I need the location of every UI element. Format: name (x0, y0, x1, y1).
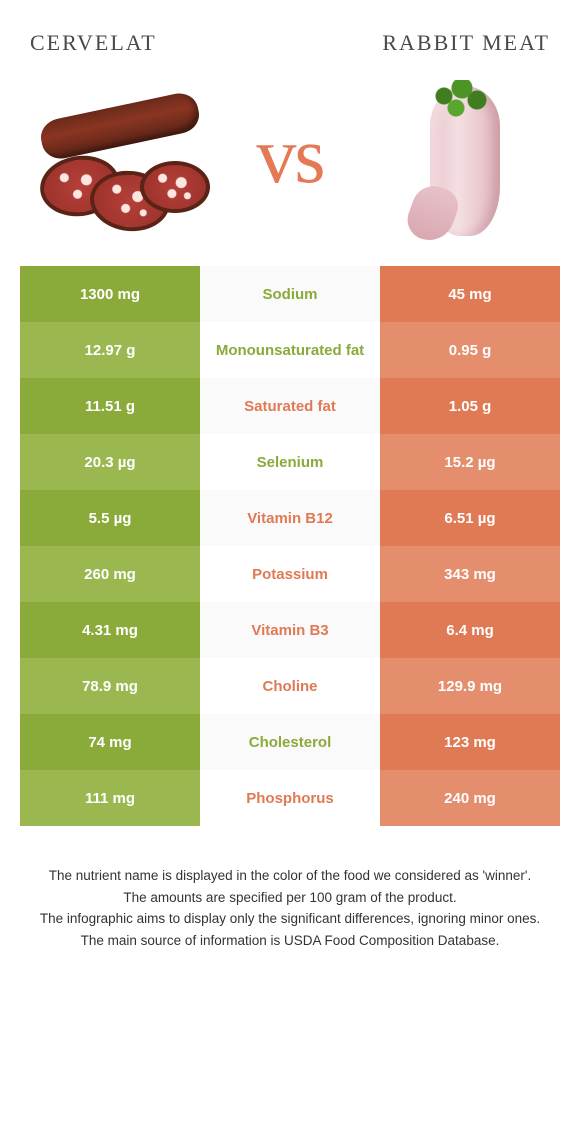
table-row: 260 mgPotassium343 mg (20, 546, 560, 602)
left-value: 260 mg (20, 546, 200, 602)
left-value: 5.5 µg (20, 490, 200, 546)
nutrient-name: Selenium (200, 434, 380, 490)
comparison-infographic: Cervelat Rabbit meat vs 1300 mgSodium45 … (0, 0, 580, 982)
left-value: 111 mg (20, 770, 200, 826)
right-food-title: Rabbit meat (382, 30, 550, 56)
table-row: 12.97 gMonounsaturated fat0.95 g (20, 322, 560, 378)
table-row: 111 mgPhosphorus240 mg (20, 770, 560, 826)
table-row: 4.31 mgVitamin B36.4 mg (20, 602, 560, 658)
title-row: Cervelat Rabbit meat (20, 20, 560, 76)
right-value: 240 mg (380, 770, 560, 826)
nutrient-name: Vitamin B12 (200, 490, 380, 546)
right-value: 1.05 g (380, 378, 560, 434)
footnote-line: The infographic aims to display only the… (20, 909, 560, 929)
left-value: 78.9 mg (20, 658, 200, 714)
table-row: 78.9 mgCholine129.9 mg (20, 658, 560, 714)
table-row: 11.51 gSaturated fat1.05 g (20, 378, 560, 434)
right-value: 129.9 mg (380, 658, 560, 714)
cervelat-illustration (30, 76, 210, 236)
right-value: 0.95 g (380, 322, 560, 378)
right-value: 123 mg (380, 714, 560, 770)
left-value: 74 mg (20, 714, 200, 770)
nutrient-name: Monounsaturated fat (200, 322, 380, 378)
left-value: 1300 mg (20, 266, 200, 322)
table-row: 5.5 µgVitamin B126.51 µg (20, 490, 560, 546)
nutrient-table: 1300 mgSodium45 mg12.97 gMonounsaturated… (20, 266, 560, 826)
nutrient-name: Phosphorus (200, 770, 380, 826)
nutrient-name: Cholesterol (200, 714, 380, 770)
vs-label: vs (256, 111, 323, 202)
footnote-line: The main source of information is USDA F… (20, 931, 560, 951)
table-row: 20.3 µgSelenium15.2 µg (20, 434, 560, 490)
right-value: 15.2 µg (380, 434, 560, 490)
left-value: 20.3 µg (20, 434, 200, 490)
nutrient-name: Sodium (200, 266, 380, 322)
right-value: 6.51 µg (380, 490, 560, 546)
left-food-title: Cervelat (30, 30, 157, 56)
nutrient-name: Choline (200, 658, 380, 714)
table-row: 1300 mgSodium45 mg (20, 266, 560, 322)
rabbit-illustration (370, 76, 550, 236)
hero-row: vs (20, 76, 560, 266)
left-value: 11.51 g (20, 378, 200, 434)
footnote-line: The amounts are specified per 100 gram o… (20, 888, 560, 908)
left-value: 4.31 mg (20, 602, 200, 658)
footnotes: The nutrient name is displayed in the co… (20, 866, 560, 950)
nutrient-name: Vitamin B3 (200, 602, 380, 658)
footnote-line: The nutrient name is displayed in the co… (20, 866, 560, 886)
table-row: 74 mgCholesterol123 mg (20, 714, 560, 770)
right-value: 343 mg (380, 546, 560, 602)
nutrient-name: Potassium (200, 546, 380, 602)
left-value: 12.97 g (20, 322, 200, 378)
right-value: 45 mg (380, 266, 560, 322)
right-value: 6.4 mg (380, 602, 560, 658)
nutrient-name: Saturated fat (200, 378, 380, 434)
